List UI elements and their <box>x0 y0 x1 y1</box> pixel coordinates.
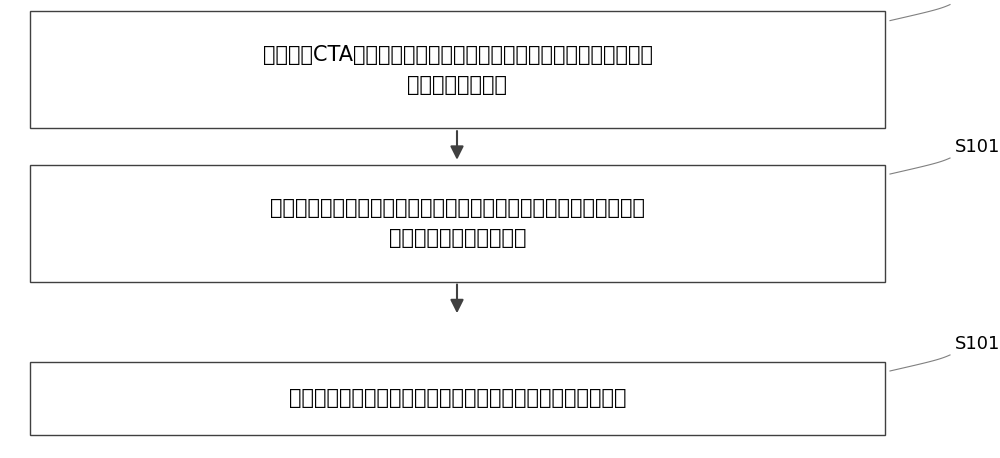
Text: S1012: S1012 <box>955 138 1000 156</box>
Text: 根据所述颟骨中间层至颟骨底部和颟骨顶部的曲面分割颟骨内部区域
，获得颟骨内脑实质区域: 根据所述颟骨中间层至颟骨底部和颟骨顶部的曲面分割颟骨内部区域 ，获得颟骨内脑实质… <box>270 198 645 248</box>
Bar <box>30 11 885 128</box>
Text: S1011: S1011 <box>955 0 1000 2</box>
Text: S1013: S1013 <box>955 335 1000 353</box>
Text: 基于头部CTA三维体数据确定颟骨中间层，所述颟骨中间层是大脑膜
胱体形心的轴状面: 基于头部CTA三维体数据确定颟骨中间层，所述颟骨中间层是大脑膜 胱体形心的轴状面 <box>262 45 652 95</box>
Text: 在所述颟骨内脑实质区域中查找威利斯环内感兴趣血管的位置: 在所述颟骨内脑实质区域中查找威利斯环内感兴趣血管的位置 <box>289 388 626 409</box>
Bar <box>30 165 885 282</box>
Bar <box>30 362 885 435</box>
